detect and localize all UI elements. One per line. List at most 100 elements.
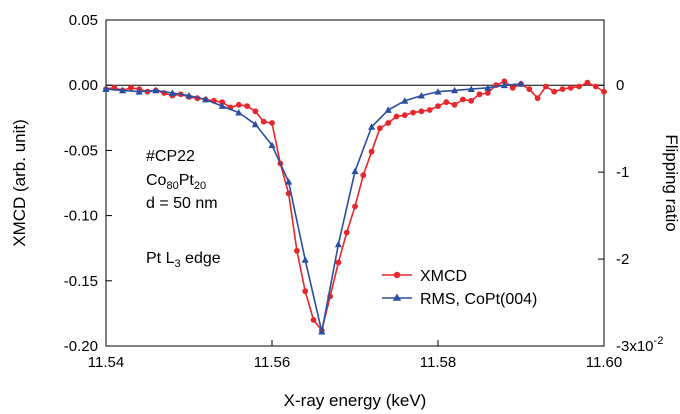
y-tick-label: -0.20 [64,338,98,355]
rms-point [152,86,160,94]
y2-tick-label: -1 [616,164,629,181]
rms-point [202,95,210,103]
rms-point [368,123,376,130]
y-tick-label: -0.05 [64,142,98,159]
xmcd-point [294,247,300,254]
y-axis-ticks: 0.05 0.00 -0.05 -0.10 -0.15 -0.20 [64,12,112,355]
xmcd-point [559,86,566,92]
xmcd-point [127,84,134,91]
x-tick-label: 11.58 [420,354,456,371]
edge-sub: 3 [174,258,180,270]
xmcd-point [418,108,425,115]
xmcd-point [360,172,367,179]
xmcd-point [401,112,408,119]
rms-point [218,102,226,109]
thickness-label: d = 50 nm [146,195,218,212]
rms-point [484,84,492,91]
y2-tick-label: -3x10-2 [616,335,663,355]
legend-rms-label: RMS, CoPt(004) [420,291,537,308]
rms-point [467,85,475,92]
rms-point [451,86,459,94]
series-line-rms [105,83,522,333]
rms-point [517,80,525,87]
xmcd-point [435,103,441,109]
rms-point [185,92,193,99]
xmcd-point [302,288,309,295]
y-axis-title: XMCD (arb. unit) [10,119,29,247]
xmcd-point [352,203,358,210]
legend-rms-marker [392,293,402,301]
xmcd-point [335,259,342,266]
legend-xmcd-marker [393,271,401,279]
xmcd-point [410,109,416,116]
xmcd-point [584,79,591,86]
edge-suffix: edge [181,250,221,267]
y2-exponent: -2 [654,335,664,347]
xmcd-point [260,118,267,125]
series-layer [102,78,607,335]
composition-pt-sub: 20 [194,180,206,192]
legend: XMCD RMS, CoPt(004) [382,268,537,308]
x-axis-ticks: 11.54 11.56 11.58 11.60 [88,340,622,371]
xmcd-point [592,83,599,90]
rms-point [251,120,259,128]
composition-co-sub: 80 [166,180,178,192]
xmcd-point [567,84,574,91]
y-tick-label: 0.00 [69,77,98,94]
rms-point [500,81,508,89]
xmcd-point [310,317,317,323]
legend-xmcd-label: XMCD [420,268,467,285]
xmcd-point [501,78,508,85]
xmcd-point [551,88,558,95]
y-tick-label: -0.15 [64,273,98,290]
xmcd-point [460,96,466,103]
xmcd-point [476,91,483,98]
xmcd-point [443,99,450,106]
xmcd-point [235,101,242,108]
xmcd-point [534,95,541,102]
xmcd-point [244,103,251,109]
x-tick-label: 11.54 [88,354,124,371]
rms-point [268,141,276,149]
sample-id-label: #CP22 [146,148,195,165]
composition-label: Co80Pt20 [146,172,206,192]
xmcd-point [393,113,400,120]
y-tick-label: 0.05 [69,12,98,29]
xmcd-point [468,97,475,104]
x-axis-title: X-ray energy (keV) [284,391,427,410]
xmcd-point [451,101,458,108]
composition-pt: Pt [179,172,195,189]
rms-point [135,88,143,95]
rms-point [119,86,127,94]
xmcd-point [219,99,226,106]
xmcd-point [368,148,375,155]
xmcd-point [576,83,582,90]
rms-point [102,85,110,92]
x-tick-label: 11.60 [586,354,622,371]
xmcd-point [526,86,533,92]
xmcd-point [269,120,275,126]
xmcd-point [543,83,549,90]
edge-label: Pt L3 edge [146,250,221,270]
xmcd-point [252,108,259,115]
rms-point [417,92,425,99]
y2-tick-label: -2 [616,251,629,268]
rms-point [434,88,442,95]
rms-point [401,97,409,104]
rms-point [334,240,342,248]
rms-point [384,106,392,113]
xmcd-point [509,84,516,91]
rms-point [318,328,326,335]
xmcd-point [385,120,392,126]
xmcd-point [377,125,383,132]
composition-co: Co [146,172,167,189]
y2-axis-ticks: 0-1-2-3x10-2 [598,77,663,355]
x-tick-label: 11.56 [254,354,290,371]
edge-prefix: Pt L [146,250,175,267]
rms-point [235,109,243,116]
xmcd-point [426,107,433,113]
xmcd-point [601,88,607,95]
y-tick-label: -0.10 [64,208,98,225]
rms-point [285,178,293,185]
